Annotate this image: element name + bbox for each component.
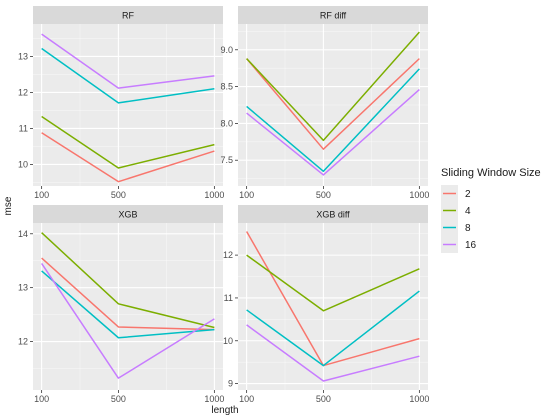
legend-label: 16 [465, 240, 477, 251]
series-line-16 [41, 33, 215, 89]
series-line-4 [41, 115, 215, 169]
y-tick-label: 10 [223, 336, 233, 346]
facet-panels: RF 10 11 12 13 100 500 1000 RF diff 7.5 8.0 8.5 9.0 1… [18, 6, 429, 404]
facet-title: XGB [118, 210, 137, 220]
series-line-4 [246, 254, 420, 312]
series-line-16 [41, 262, 215, 379]
series-line-2 [246, 58, 420, 150]
y-tick-label: 9.0 [220, 45, 233, 55]
legend-label: 4 [465, 206, 471, 217]
y-tick-label: 13 [18, 283, 28, 293]
facet-title: XGB diff [316, 210, 350, 220]
facet-strip [238, 6, 428, 24]
legend-item-2: 2 [441, 185, 471, 202]
x-axis-title: length [211, 405, 238, 416]
facet-title: RF [122, 11, 134, 21]
y-tick-label: 9 [228, 379, 233, 389]
x-tick-label: 500 [111, 190, 126, 200]
y-tick-label: 7.5 [220, 155, 233, 165]
x-tick-label: 100 [34, 190, 49, 200]
x-tick-label: 1000 [204, 394, 224, 404]
legend-label: 8 [465, 223, 471, 234]
facet-strip [33, 6, 223, 24]
x-tick-label: 500 [111, 394, 126, 404]
facet-strip [238, 205, 428, 223]
y-tick-label: 8.0 [220, 118, 233, 128]
series-line-2 [41, 132, 215, 183]
facet-strip [33, 205, 223, 223]
y-tick-label: 11 [224, 293, 233, 303]
y-tick-label: 10 [18, 159, 28, 169]
x-tick-label: 500 [316, 394, 331, 404]
series-line-16 [246, 88, 420, 176]
facet-xgb-diff: XGB diff 9 10 11 12 100 500 1000 [223, 205, 429, 404]
x-tick-label: 100 [239, 394, 254, 404]
y-axis-title: mse [3, 196, 14, 215]
legend-item-4: 4 [441, 202, 471, 219]
facet-rf: RF 10 11 12 13 100 500 1000 [18, 6, 224, 200]
series-line-8 [246, 68, 420, 173]
y-tick-label: 12 [18, 87, 28, 97]
legend-item-16: 16 [441, 236, 477, 253]
series-line-8 [246, 290, 420, 367]
x-tick-label: 1000 [409, 394, 429, 404]
series-line-8 [41, 270, 215, 339]
y-tick-label: 12 [18, 337, 28, 347]
legend-label: 2 [465, 189, 471, 200]
series-line-4 [41, 232, 215, 329]
series-line-2 [41, 257, 215, 331]
legend: Sliding Window Size 2 4 8 16 [441, 167, 541, 253]
series-line-4 [246, 31, 420, 142]
series-line-8 [41, 47, 215, 104]
y-tick-label: 12 [223, 250, 233, 260]
legend-title: Sliding Window Size [441, 167, 541, 179]
x-tick-label: 1000 [409, 190, 429, 200]
x-tick-label: 500 [316, 190, 331, 200]
x-tick-label: 1000 [204, 190, 224, 200]
facet-xgb: XGB 12 13 14 100 500 1000 [18, 205, 224, 404]
x-tick-label: 100 [34, 394, 49, 404]
facet-title: RF diff [320, 11, 347, 21]
y-tick-label: 8.5 [220, 82, 233, 92]
facet-rf-diff: RF diff 7.5 8.0 8.5 9.0 100 500 1000 [220, 6, 429, 200]
y-tick-label: 11 [19, 123, 28, 133]
legend-item-8: 8 [441, 219, 471, 236]
y-tick-label: 14 [18, 229, 28, 239]
x-tick-label: 100 [239, 190, 254, 200]
series-line-16 [246, 324, 420, 382]
y-tick-label: 13 [18, 51, 28, 61]
